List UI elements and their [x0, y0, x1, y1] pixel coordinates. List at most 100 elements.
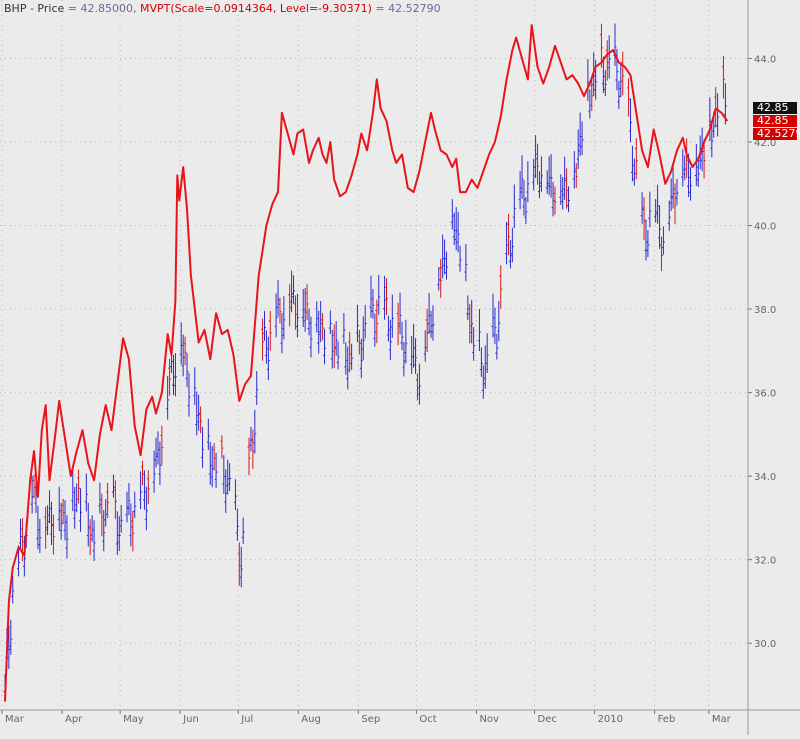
y-tick-label: 30.0 — [754, 639, 776, 650]
price-bar-up — [615, 48, 619, 91]
price-bar-down — [642, 197, 646, 241]
price-bar-up — [512, 184, 516, 229]
price-bar-up — [658, 205, 662, 249]
price-bar-up — [241, 517, 245, 544]
price-bar-up — [235, 508, 239, 541]
price-bar-up — [477, 308, 481, 352]
price-bar-up — [646, 230, 650, 258]
price-bar-up — [497, 300, 501, 342]
price-bar-down — [590, 77, 594, 112]
price-bar-up — [417, 363, 421, 405]
price-bar-up — [222, 455, 226, 494]
price-bar-down — [220, 435, 224, 459]
price-bar-up — [630, 145, 634, 182]
price-bar-up — [264, 330, 268, 364]
y-tick-label: 34.0 — [754, 472, 776, 483]
price-bar-down — [357, 329, 361, 355]
legend-symbol: BHP — [4, 2, 27, 15]
price-bar-up — [617, 80, 621, 109]
price-bar-down — [305, 284, 309, 321]
price-bar-up — [683, 155, 687, 181]
price-bar-up — [414, 338, 418, 374]
price-bar-down — [396, 302, 400, 346]
chart-legend: BHP - Price = 42.85000, MVPT(Scale=0.091… — [4, 2, 441, 15]
price-bar-up — [11, 575, 15, 604]
price-bar-up — [427, 292, 431, 334]
price-bar-up — [479, 347, 483, 377]
price-bar-up — [640, 192, 644, 224]
x-tick-label: Aug — [301, 714, 321, 725]
price-bar-down — [32, 474, 36, 499]
price-bar-up — [628, 98, 632, 143]
price-bar-up — [547, 156, 551, 196]
price-bar-down — [183, 336, 187, 366]
price-bar-down — [605, 40, 609, 81]
x-tick-label: May — [123, 714, 144, 725]
x-tick-label: Nov — [479, 714, 499, 725]
price-bar-up — [154, 437, 158, 468]
price-bar-up — [537, 171, 541, 199]
price-bar-up — [18, 518, 22, 551]
price-bar-up — [522, 180, 526, 216]
price-bar-up — [201, 426, 205, 468]
price-bar-down — [702, 138, 706, 179]
price-bar-up — [472, 327, 476, 361]
price-bar-up — [567, 186, 571, 213]
price-bar-up — [601, 56, 605, 93]
price-bar-up — [173, 353, 177, 397]
price-bar-up — [377, 275, 381, 315]
price-bar-up — [383, 275, 387, 320]
price-bar-up — [559, 174, 563, 205]
price-bar-up — [228, 463, 232, 491]
y-tick-label: 42.0 — [754, 138, 776, 149]
price-bar-up — [572, 151, 576, 189]
price-bar-down — [251, 429, 255, 470]
price-bar-up — [696, 157, 700, 188]
price-bar-down — [553, 186, 557, 215]
price-bar-up — [142, 470, 146, 510]
indicator-last-marker: 42.5279 — [753, 128, 800, 140]
price-bar-up — [466, 295, 470, 320]
price-bar-up — [156, 431, 160, 465]
price-bar-up — [36, 505, 40, 550]
price-bar-up — [644, 219, 648, 261]
price-bar-up — [307, 308, 311, 336]
price-bar-up — [274, 293, 278, 338]
price-bar-down — [160, 425, 164, 466]
price-bar-up — [390, 294, 394, 338]
price-bar-up — [226, 459, 230, 495]
indicator-line-layer — [4, 24, 729, 702]
price-bar-up — [49, 501, 53, 546]
price-bar-down — [321, 313, 325, 341]
price-bar-down — [131, 510, 135, 552]
price-bar-up — [171, 354, 175, 396]
price-bar-down — [659, 236, 663, 272]
price-bar-up — [549, 154, 553, 198]
price-bar-up — [505, 221, 509, 265]
price-bar-up — [208, 442, 212, 485]
price-bar-up — [518, 171, 522, 210]
y-tick-label: 40.0 — [754, 222, 776, 233]
price-bar-up — [578, 112, 582, 157]
legend-indicator-label: MVPT(Scale=0.0914364, Level=-9.30371) — [139, 2, 372, 15]
price-bar-up — [166, 375, 170, 420]
price-bar-up — [253, 409, 257, 454]
price-bar-up — [681, 149, 685, 187]
x-tick-label: 2010 — [598, 714, 623, 725]
legend-indicator-value: = 42.52790 — [375, 2, 441, 15]
price-bar-down — [212, 443, 216, 471]
price-bar-down — [61, 498, 65, 525]
price-bar-down — [88, 519, 92, 556]
price-bar-up — [431, 305, 435, 341]
price-bar-up — [330, 329, 334, 369]
price-bar-up — [452, 212, 456, 246]
price-bar-down — [51, 514, 55, 555]
price-bar-down — [634, 138, 638, 180]
legend-separator: - — [26, 2, 38, 15]
price-bar-down — [506, 213, 510, 256]
price-bar-up — [193, 367, 197, 406]
price-bar-up — [386, 315, 390, 342]
